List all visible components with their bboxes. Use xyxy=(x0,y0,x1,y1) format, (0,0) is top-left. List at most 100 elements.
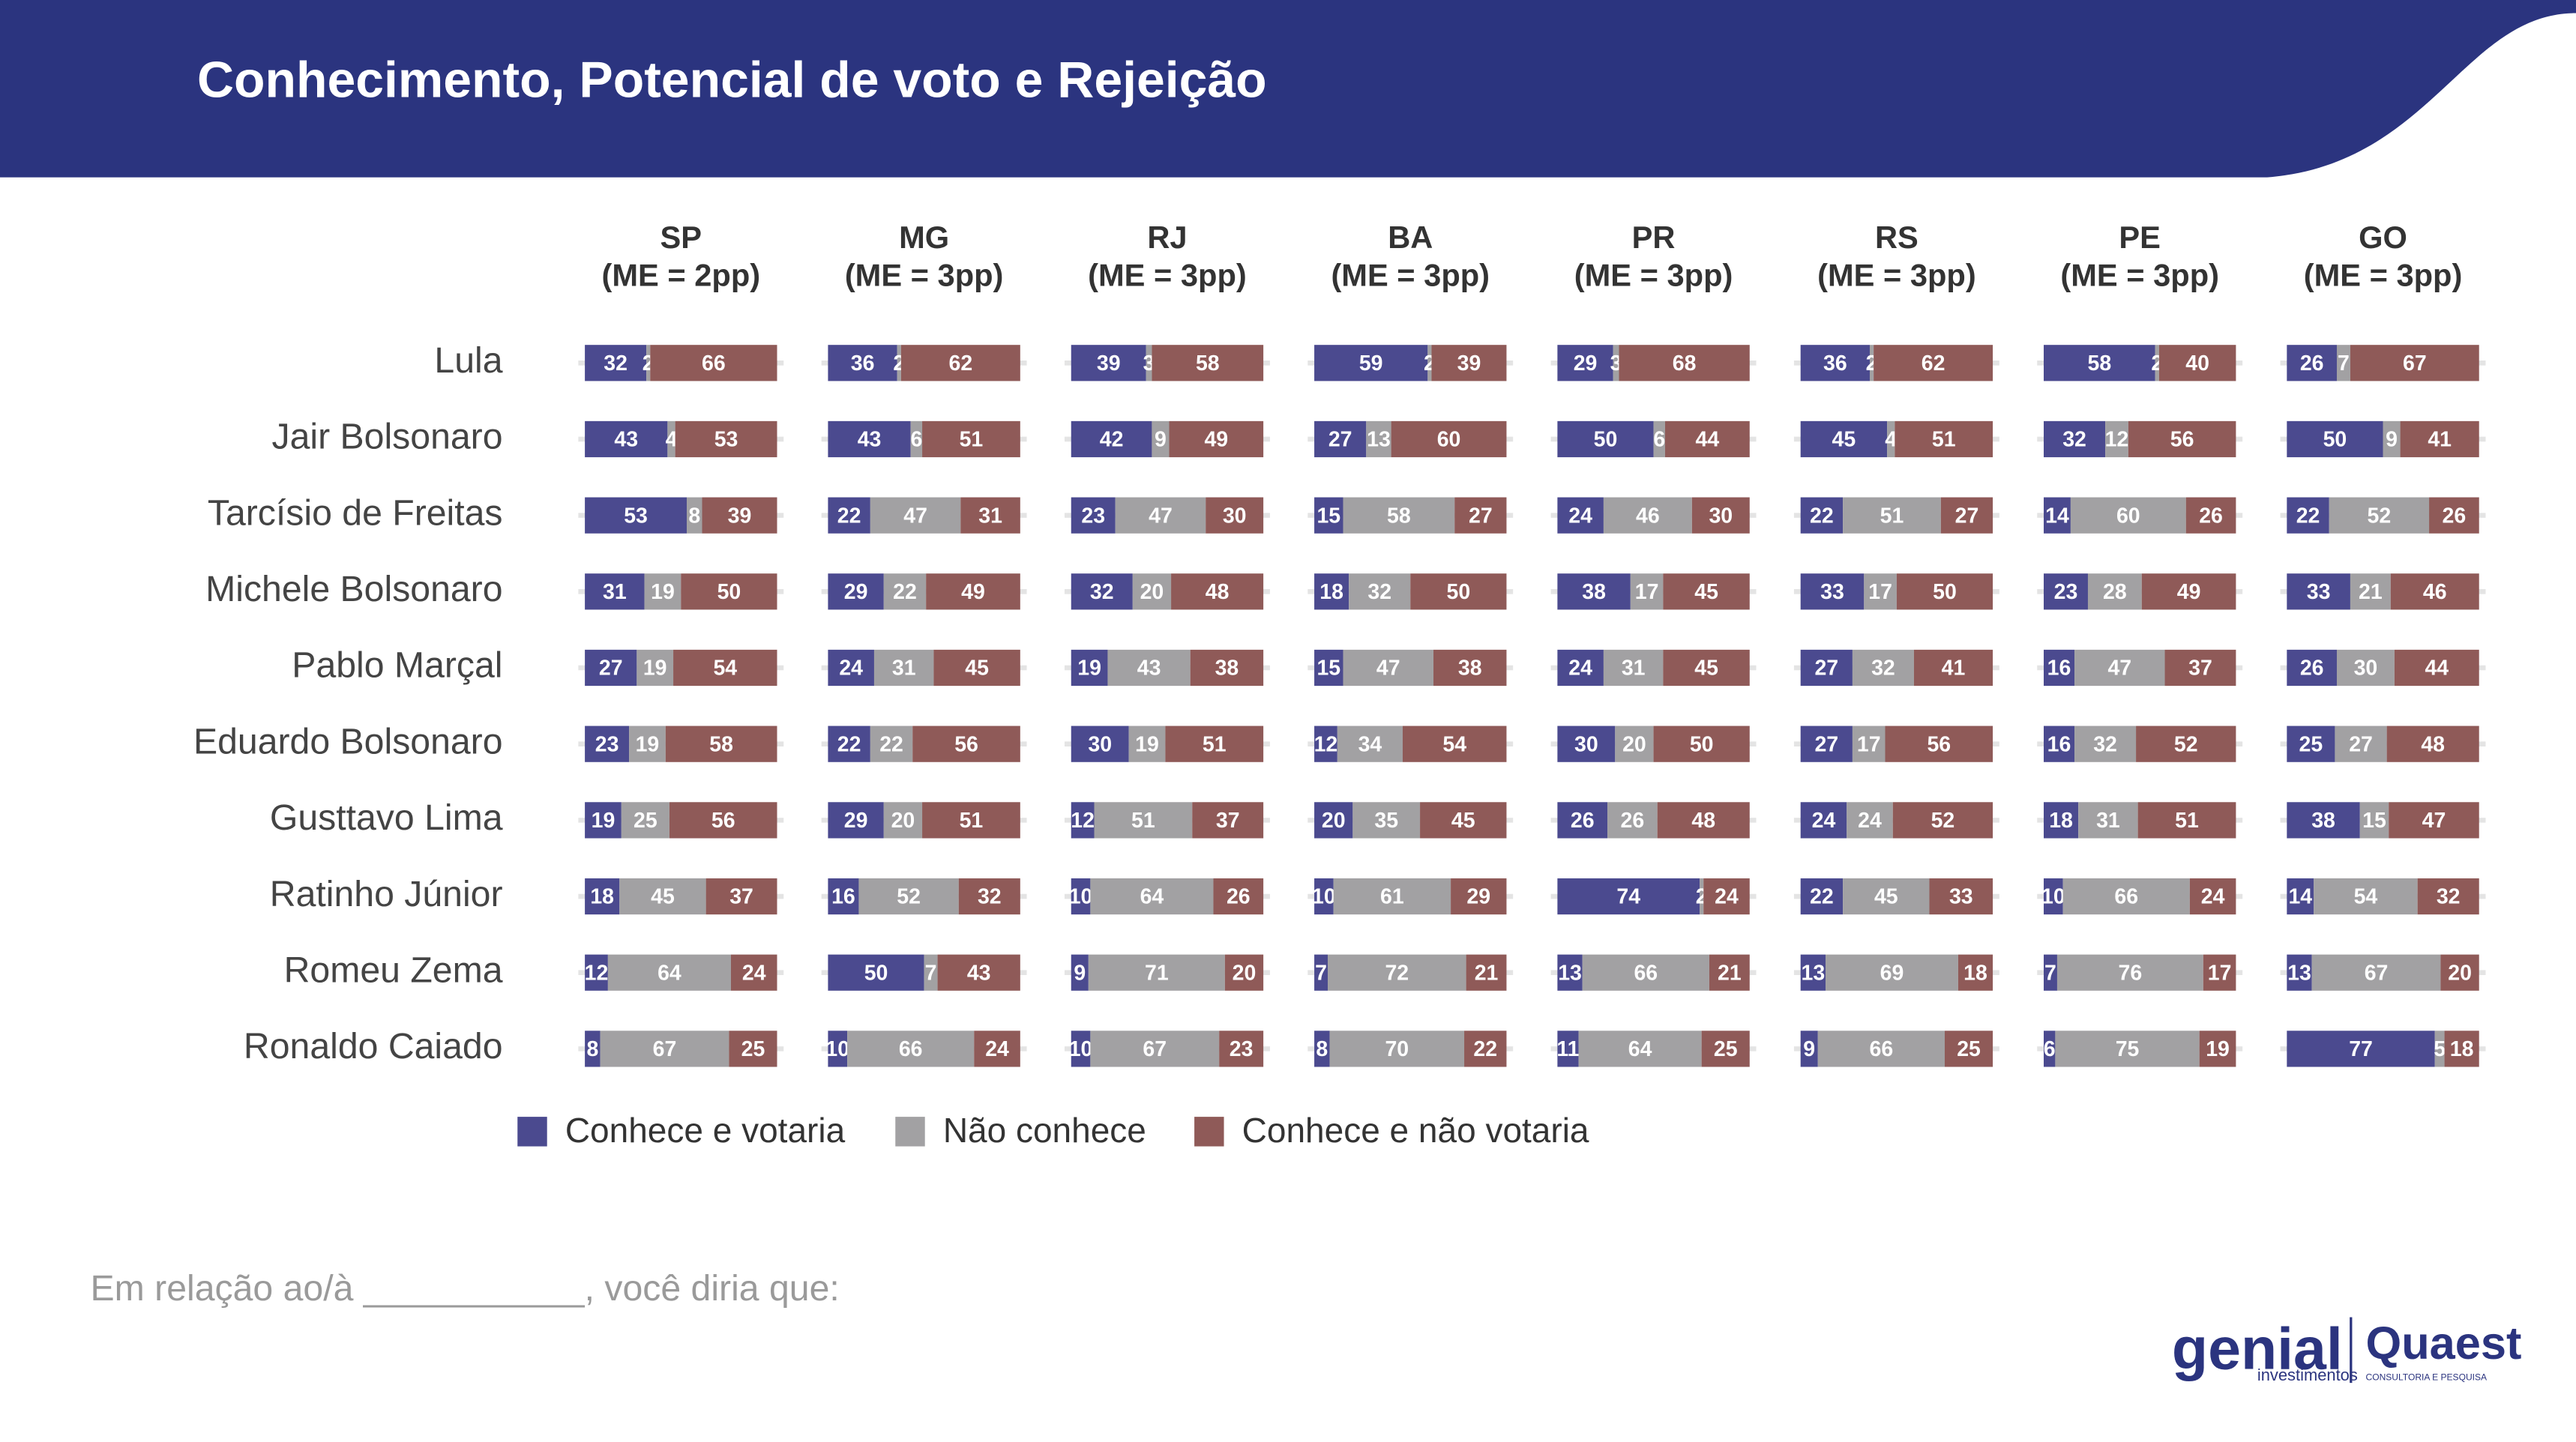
bar-segment xyxy=(2417,878,2479,915)
panel-title: RS xyxy=(1875,220,1919,255)
bar-segment xyxy=(644,573,681,610)
value-label: 7 xyxy=(2044,961,2056,985)
bar-segment xyxy=(1852,725,1886,762)
bar-segment xyxy=(1557,725,1616,762)
bar-segment xyxy=(1071,725,1129,762)
bar-segment xyxy=(1800,878,1844,915)
value-label: 19 xyxy=(1077,657,1101,681)
value-label: 27 xyxy=(2349,732,2373,756)
bar-segment xyxy=(910,420,923,458)
value-label: 29 xyxy=(844,580,868,604)
value-label: 64 xyxy=(1628,1037,1652,1061)
bar-segment xyxy=(621,802,669,839)
bar-segment xyxy=(1146,345,1152,381)
bar-segment xyxy=(1427,345,1432,381)
bar-segment xyxy=(585,954,608,991)
bar-segment xyxy=(2359,802,2389,839)
bar-segment xyxy=(673,649,777,687)
value-label: 51 xyxy=(960,809,984,833)
panel-title: MG xyxy=(899,220,949,255)
value-label: 15 xyxy=(1316,657,1340,681)
value-label: 12 xyxy=(1071,809,1095,833)
bar-segment xyxy=(1402,725,1507,762)
bar-segment xyxy=(1800,954,1826,991)
bar-segment xyxy=(1190,649,1264,687)
bar-segment xyxy=(585,802,622,839)
bar-segment xyxy=(2287,802,2360,839)
bar-segment xyxy=(1071,649,1108,687)
value-label: 8 xyxy=(1316,1037,1328,1061)
bar-segment xyxy=(2155,345,2159,381)
bar-segment xyxy=(2287,1031,2435,1067)
bar-segment xyxy=(629,725,666,762)
bar-segment xyxy=(1329,1031,1465,1067)
bar-segment xyxy=(2383,420,2401,458)
value-label: 20 xyxy=(891,809,915,833)
bar-segment xyxy=(2185,497,2236,534)
value-label: 56 xyxy=(2170,428,2194,452)
value-label: 33 xyxy=(1820,580,1844,604)
value-label: 24 xyxy=(985,1037,1009,1061)
value-label: 50 xyxy=(1594,428,1618,452)
bar-segment xyxy=(2044,802,2079,839)
value-label: 47 xyxy=(1376,657,1400,681)
bar-segment xyxy=(650,345,777,381)
value-label: 10 xyxy=(1069,885,1093,909)
value-label: 24 xyxy=(1568,504,1592,528)
value-label: 7 xyxy=(925,961,937,985)
value-label: 58 xyxy=(2088,352,2112,375)
row-label: Gusttavo Lima xyxy=(270,797,503,838)
bar-segment xyxy=(1691,497,1750,534)
bar-segment xyxy=(2287,497,2329,534)
bar-segment xyxy=(2087,573,2142,610)
bar-segment xyxy=(2314,878,2418,915)
bar-segment xyxy=(1663,573,1750,610)
bar-segment xyxy=(2394,649,2479,687)
bar-segment xyxy=(1431,345,1507,381)
panel-subtitle: (ME = 3pp) xyxy=(1817,257,1976,292)
bar-segment xyxy=(2389,802,2479,839)
bar-segment xyxy=(1929,878,1993,915)
row-label: Pablo Marçal xyxy=(292,645,502,686)
bar-segment xyxy=(2164,649,2236,687)
bar-segment xyxy=(933,649,1020,687)
value-label: 19 xyxy=(643,657,667,681)
value-label: 9 xyxy=(2386,428,2398,452)
value-label: 29 xyxy=(1466,885,1490,909)
bar-segment xyxy=(1169,420,1264,458)
value-label: 19 xyxy=(2206,1037,2230,1061)
value-label: 30 xyxy=(1223,504,1247,528)
value-label: 52 xyxy=(897,885,921,909)
value-label: 32 xyxy=(2062,428,2086,452)
bar-segment xyxy=(2444,1031,2479,1067)
value-label: 8 xyxy=(688,504,700,528)
value-label: 36 xyxy=(1823,352,1847,375)
value-label: 23 xyxy=(1081,504,1105,528)
bar-segment xyxy=(1128,725,1166,762)
row-label: Ratinho Júnior xyxy=(270,874,503,914)
value-label: 9 xyxy=(1155,428,1167,452)
bar-segment xyxy=(2044,725,2075,762)
value-label: 13 xyxy=(1558,961,1582,985)
value-label: 29 xyxy=(1574,352,1598,375)
bar-segment xyxy=(1892,802,1993,839)
value-label: 4 xyxy=(666,428,678,452)
value-label: 22 xyxy=(1810,885,1834,909)
bar-segment xyxy=(1557,420,1654,458)
value-label: 23 xyxy=(2054,580,2078,604)
value-label: 20 xyxy=(1140,580,1164,604)
bar-segment xyxy=(2336,345,2350,381)
value-label: 13 xyxy=(1802,961,1826,985)
value-label: 48 xyxy=(2421,732,2445,756)
bar-segment xyxy=(1314,420,1367,458)
value-label: 22 xyxy=(1473,1037,1497,1061)
bar-segment xyxy=(2350,573,2391,610)
bar-segment xyxy=(1869,345,1874,381)
bar-segment xyxy=(1557,802,1608,839)
bar-segment xyxy=(585,345,647,381)
value-label: 10 xyxy=(1312,885,1336,909)
value-label: 34 xyxy=(1358,732,1382,756)
bar-segment xyxy=(1885,725,1993,762)
bar-segment xyxy=(2203,954,2236,991)
value-label: 17 xyxy=(1857,732,1881,756)
